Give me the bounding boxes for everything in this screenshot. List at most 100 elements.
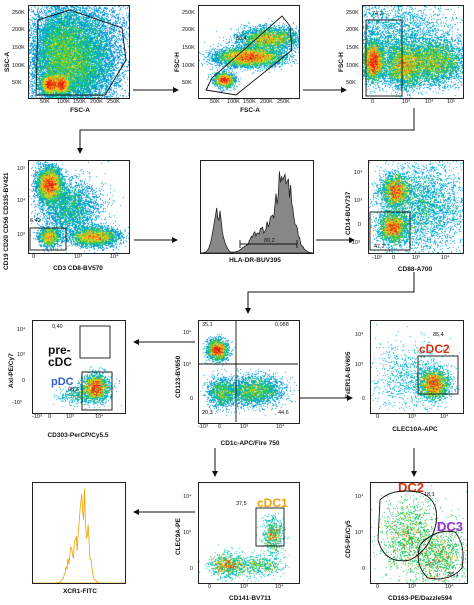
x-tick: 10³	[240, 424, 248, 430]
gate-value: 86,4	[236, 36, 247, 42]
x-tick: 0	[376, 584, 380, 590]
x-tick: 10⁴	[425, 99, 434, 105]
quadrant-value: 44,6	[278, 410, 289, 416]
density-plot	[199, 321, 299, 423]
plot-area	[370, 482, 468, 584]
density-plot	[371, 483, 467, 583]
plot-area	[198, 320, 300, 424]
x-tick: 0	[218, 424, 222, 430]
y-tick: 10³	[355, 362, 363, 368]
y-tick: 0	[362, 566, 366, 572]
x-tick: 50K	[40, 99, 50, 105]
gate-polygon-dc3	[417, 530, 464, 580]
x-tick: 0	[32, 254, 36, 260]
plot-area	[200, 160, 314, 254]
population-label-cdc1: cDC1	[257, 496, 288, 510]
population-label-cdc2: cDC2	[419, 342, 450, 356]
x-axis-label: CD3 CD8-BV570	[53, 265, 103, 272]
plot-area	[32, 320, 126, 414]
y-tick: 200K	[346, 27, 359, 33]
y-tick: 150K	[346, 45, 359, 51]
x-tick: 0	[392, 255, 396, 261]
y-tick: 0	[22, 378, 26, 384]
population-label-predc: pre- cDC	[48, 343, 73, 369]
arrow	[245, 272, 415, 314]
density-plot	[363, 6, 463, 98]
x-tick: -10³	[198, 424, 208, 430]
y-tick: 0	[190, 566, 194, 572]
x-tick: 100K	[227, 99, 240, 105]
plot-area	[198, 482, 300, 584]
quadrant-value: 35,1	[202, 322, 213, 328]
x-tick: 150K	[73, 99, 86, 105]
x-tick: 0	[371, 99, 375, 105]
x-tick: 10³	[412, 255, 420, 261]
x-tick: 10⁴	[441, 255, 450, 261]
y-tick: 50K	[182, 80, 192, 86]
x-tick: 200K	[260, 99, 273, 105]
x-tick: -10³	[32, 414, 42, 420]
plot-area	[198, 5, 300, 99]
y-tick: 50K	[346, 80, 356, 86]
y-tick: 10⁴	[183, 330, 192, 336]
y-tick: 10³	[354, 198, 362, 204]
y-tick: 10⁴	[354, 170, 363, 176]
y-tick: -10³	[12, 400, 22, 406]
x-tick: 10⁴	[110, 254, 119, 260]
plot-area	[368, 160, 464, 254]
y-tick: 250K	[182, 10, 195, 16]
density-plot	[199, 6, 299, 98]
density-plot	[29, 161, 129, 253]
population-label-pdc: pDC	[51, 376, 74, 388]
x-tick: 150K	[243, 99, 256, 105]
y-tick: 10⁴	[17, 198, 26, 204]
y-tick: 100K	[182, 63, 195, 69]
x-tick: 250K	[277, 99, 290, 105]
y-tick: 10⁵	[17, 166, 26, 172]
gate-rect	[369, 211, 411, 251]
y-tick: 150K	[12, 45, 25, 51]
x-tick: 200K	[90, 99, 103, 105]
x-tick: 0	[48, 414, 52, 420]
x-tick: 0	[208, 584, 212, 590]
x-tick: 250K	[107, 99, 120, 105]
gate-value: 37,5	[236, 501, 247, 507]
x-tick: 10⁴	[276, 424, 285, 430]
x-tick: 10³	[408, 584, 416, 590]
plot-area	[28, 160, 130, 254]
gate-value: 41,2	[40, 13, 51, 19]
plot-area	[370, 320, 464, 414]
density-plot	[371, 321, 463, 413]
y-tick: 10³	[355, 530, 363, 536]
density-plot	[369, 161, 463, 253]
y-tick: 10³	[17, 232, 25, 238]
x-axis-label: FSC-A	[240, 107, 260, 114]
gate-value: 0,40	[52, 324, 63, 330]
gate-rect	[417, 355, 459, 395]
gate-rect	[81, 371, 113, 411]
gate-rect	[255, 507, 285, 547]
x-tick: 10⁴	[95, 414, 104, 420]
x-tick: 10⁴	[275, 584, 284, 590]
x-tick: 100K	[57, 99, 70, 105]
x-tick: -10³	[372, 255, 382, 261]
y-tick: 100K	[346, 63, 359, 69]
y-tick: 10⁴	[355, 494, 364, 500]
quadrant-value: 20,3	[202, 410, 213, 416]
gate-polygon-dc2	[377, 490, 438, 562]
gate-polygon	[35, 9, 127, 96]
plot-area	[362, 5, 464, 99]
y-tick: 0	[358, 222, 362, 228]
x-axis-label: CD141-BV711	[229, 595, 271, 602]
gate-value: 6,42	[30, 218, 41, 224]
y-tick: 10⁴	[355, 332, 364, 338]
gate-value: 18,1	[424, 492, 435, 498]
y-tick: 10³	[183, 362, 191, 368]
gate-value: 47,2	[374, 244, 385, 250]
x-tick: 10³	[74, 254, 82, 260]
x-tick: 10³	[402, 99, 410, 105]
x-axis-label: CD1c-APC/Fire 750	[220, 440, 280, 447]
y-tick: 0	[362, 396, 366, 402]
y-tick: 150K	[182, 45, 195, 51]
